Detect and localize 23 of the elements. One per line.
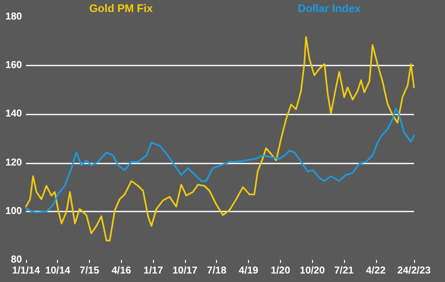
y-tick-label: 80 bbox=[10, 254, 22, 266]
x-tick-label: 7/15 bbox=[80, 266, 100, 276]
text: Gold PM Fix bbox=[89, 3, 154, 15]
y-tick-label: 160 bbox=[5, 60, 22, 72]
x-tick-label: 10/14 bbox=[45, 266, 71, 276]
y-tick-label: 100 bbox=[5, 206, 22, 217]
y-tick-label: 120 bbox=[5, 157, 22, 168]
line-series bbox=[25, 108, 415, 214]
y-tick-label: 140 bbox=[5, 108, 22, 120]
text: Dollar Index bbox=[298, 3, 362, 15]
x-tick-label: 4/22 bbox=[366, 266, 386, 276]
x-tick-label: 4/19 bbox=[238, 266, 259, 276]
x-tick-label: 1/17 bbox=[144, 266, 164, 276]
x-tick-label: 1/20 bbox=[270, 266, 291, 276]
x-tick-label: 1/1/14 bbox=[12, 266, 40, 276]
x-tick-label: 7/21 bbox=[334, 266, 354, 276]
x-tick-label: 10/17 bbox=[172, 266, 198, 276]
y-tick-label: 180 bbox=[5, 12, 22, 22]
line-series bbox=[25, 36, 415, 242]
x-tick-label: 4/16 bbox=[112, 266, 132, 276]
x-tick-label: 24/2/23 bbox=[397, 266, 432, 276]
x-tick-label: 7/18 bbox=[206, 266, 227, 276]
x-tick-label: 10/20 bbox=[300, 266, 326, 276]
